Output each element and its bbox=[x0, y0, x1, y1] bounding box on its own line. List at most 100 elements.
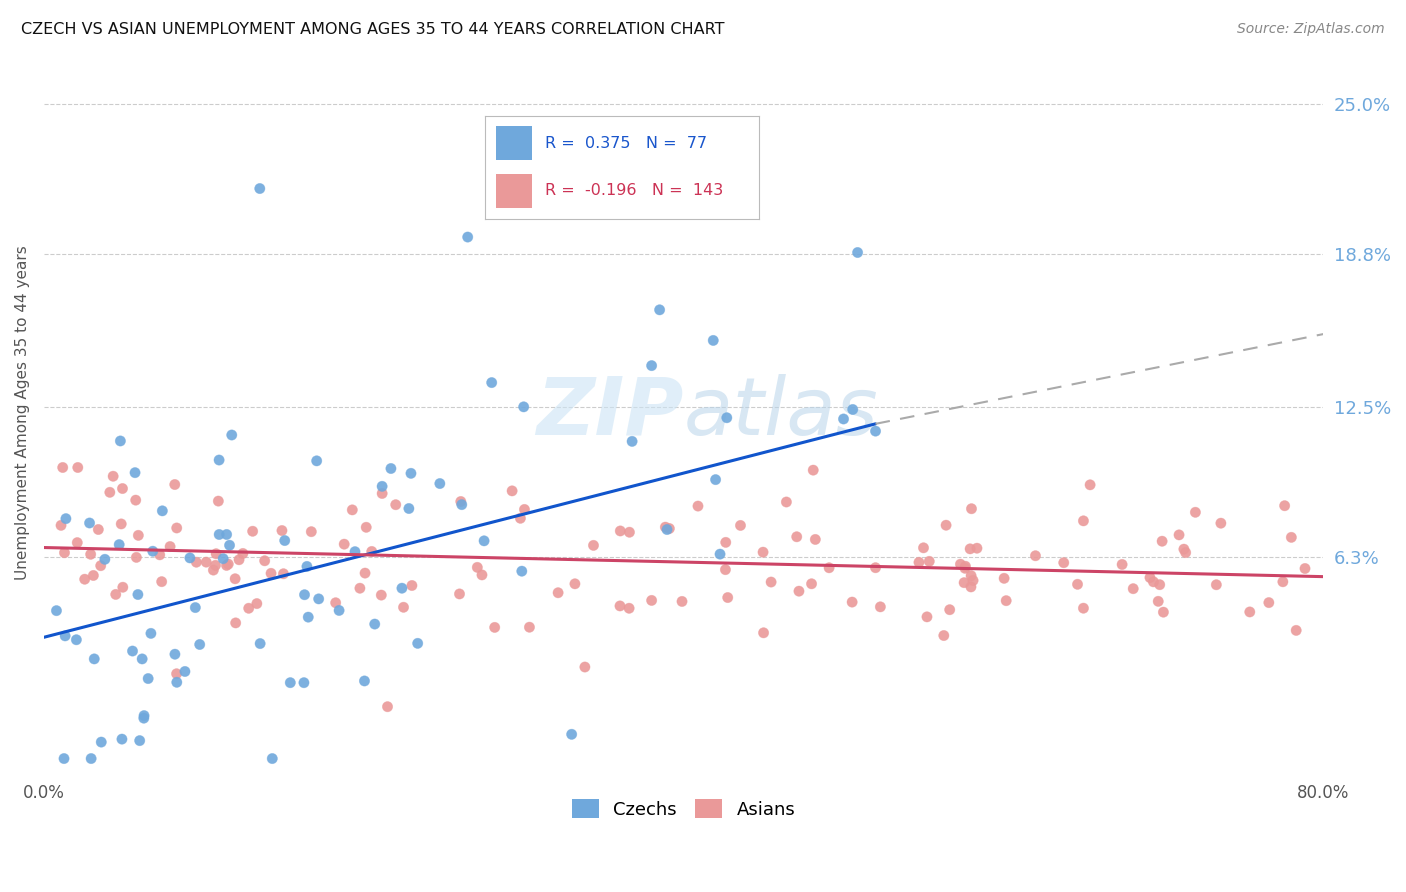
Point bbox=[131, 652, 153, 666]
Point bbox=[962, 574, 984, 588]
Point bbox=[609, 524, 631, 538]
Point bbox=[125, 550, 148, 565]
Point bbox=[371, 479, 394, 493]
Point bbox=[225, 615, 247, 630]
Point bbox=[962, 574, 984, 588]
Point bbox=[671, 594, 693, 608]
Point bbox=[128, 733, 150, 747]
Point bbox=[82, 568, 104, 582]
Point bbox=[66, 535, 89, 549]
Point bbox=[166, 666, 188, 681]
Point bbox=[349, 581, 371, 595]
Point bbox=[846, 245, 869, 260]
Point bbox=[111, 580, 134, 594]
Point bbox=[308, 591, 330, 606]
Point bbox=[655, 523, 678, 537]
Point bbox=[342, 503, 364, 517]
Point bbox=[132, 711, 155, 725]
Point bbox=[752, 545, 775, 559]
Point bbox=[260, 566, 283, 581]
Point bbox=[132, 708, 155, 723]
Point bbox=[104, 587, 127, 601]
Point bbox=[188, 638, 211, 652]
Point bbox=[1139, 570, 1161, 584]
Point bbox=[471, 568, 494, 582]
Point bbox=[912, 541, 935, 555]
Point bbox=[519, 620, 541, 634]
Point bbox=[714, 535, 737, 549]
Point bbox=[124, 466, 146, 480]
Point bbox=[449, 587, 471, 601]
Point bbox=[1078, 478, 1101, 492]
Point bbox=[908, 555, 931, 569]
Point bbox=[671, 594, 693, 608]
Point bbox=[49, 518, 72, 533]
Point bbox=[186, 555, 208, 569]
Point bbox=[142, 544, 165, 558]
Point bbox=[1174, 546, 1197, 560]
Point bbox=[818, 561, 841, 575]
Point bbox=[960, 568, 983, 582]
Point bbox=[915, 610, 938, 624]
Point bbox=[841, 595, 863, 609]
Point bbox=[295, 559, 318, 574]
Text: CZECH VS ASIAN UNEMPLOYMENT AMONG AGES 35 TO 44 YEARS CORRELATION CHART: CZECH VS ASIAN UNEMPLOYMENT AMONG AGES 3… bbox=[21, 22, 724, 37]
Point bbox=[1024, 549, 1046, 563]
Point bbox=[249, 636, 271, 650]
Point bbox=[377, 699, 399, 714]
Point bbox=[1184, 505, 1206, 519]
Point bbox=[655, 523, 678, 537]
Point bbox=[955, 559, 977, 574]
Point bbox=[935, 518, 957, 533]
Point bbox=[1239, 605, 1261, 619]
Point bbox=[1274, 499, 1296, 513]
Point bbox=[501, 483, 523, 498]
Point bbox=[648, 302, 671, 317]
Point bbox=[621, 434, 644, 449]
Point bbox=[759, 575, 782, 590]
Point bbox=[208, 527, 231, 541]
Point bbox=[305, 454, 328, 468]
Point bbox=[79, 547, 101, 561]
Point bbox=[150, 504, 173, 518]
Text: R =  0.375   N =  77: R = 0.375 N = 77 bbox=[546, 136, 707, 151]
Point bbox=[83, 652, 105, 666]
Point bbox=[392, 600, 415, 615]
Text: ZIP: ZIP bbox=[536, 374, 683, 452]
Point bbox=[1073, 601, 1095, 615]
Point bbox=[131, 652, 153, 666]
Point bbox=[752, 625, 775, 640]
Point bbox=[401, 578, 423, 592]
Point bbox=[869, 599, 891, 614]
Point bbox=[617, 601, 640, 615]
Point bbox=[786, 530, 808, 544]
Point bbox=[564, 576, 586, 591]
Point bbox=[800, 576, 823, 591]
Point bbox=[465, 560, 488, 574]
Point bbox=[959, 541, 981, 556]
Point bbox=[561, 727, 583, 741]
Point bbox=[370, 588, 392, 602]
Point bbox=[65, 632, 87, 647]
Point bbox=[204, 558, 226, 573]
Point bbox=[1066, 577, 1088, 591]
Point bbox=[1053, 556, 1076, 570]
Point bbox=[801, 463, 824, 477]
Point bbox=[513, 502, 536, 516]
Point bbox=[1073, 601, 1095, 615]
Point bbox=[377, 699, 399, 714]
Point bbox=[621, 434, 644, 449]
Point bbox=[325, 596, 347, 610]
Point bbox=[1257, 596, 1279, 610]
Point bbox=[127, 528, 149, 542]
Point bbox=[640, 359, 662, 373]
Point bbox=[305, 454, 328, 468]
Point bbox=[150, 574, 173, 589]
Point bbox=[1066, 577, 1088, 591]
Point bbox=[582, 538, 605, 552]
Point bbox=[759, 575, 782, 590]
Point bbox=[110, 516, 132, 531]
Point bbox=[132, 708, 155, 723]
Point bbox=[207, 494, 229, 508]
Point bbox=[150, 504, 173, 518]
